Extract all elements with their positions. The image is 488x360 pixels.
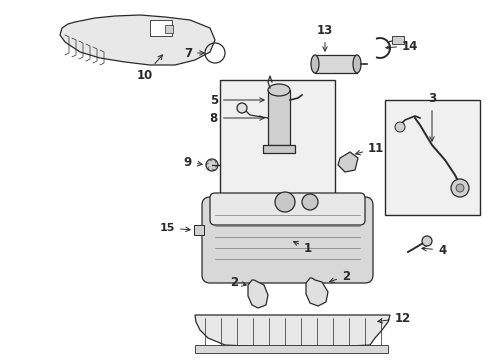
Circle shape bbox=[274, 192, 294, 212]
FancyBboxPatch shape bbox=[209, 193, 364, 225]
Circle shape bbox=[450, 179, 468, 197]
Bar bbox=[195, 345, 387, 353]
Ellipse shape bbox=[310, 55, 318, 73]
Bar bbox=[267, 90, 289, 145]
FancyBboxPatch shape bbox=[202, 197, 372, 283]
Circle shape bbox=[237, 103, 246, 113]
Polygon shape bbox=[305, 278, 327, 306]
Text: 7: 7 bbox=[183, 46, 203, 59]
Text: 5: 5 bbox=[209, 94, 264, 107]
Text: 4: 4 bbox=[421, 243, 446, 257]
Bar bbox=[384, 100, 479, 215]
Text: 8: 8 bbox=[209, 112, 264, 125]
Bar bbox=[391, 36, 403, 44]
Text: 11: 11 bbox=[355, 141, 384, 155]
Bar bbox=[150, 20, 172, 36]
Bar bbox=[164, 25, 173, 33]
Ellipse shape bbox=[267, 84, 289, 96]
Polygon shape bbox=[337, 152, 357, 172]
Polygon shape bbox=[60, 15, 215, 65]
Bar bbox=[194, 225, 203, 235]
Bar bbox=[220, 80, 334, 195]
Text: 13: 13 bbox=[316, 24, 332, 51]
Text: 15: 15 bbox=[159, 223, 190, 233]
Text: 9: 9 bbox=[183, 156, 202, 168]
Ellipse shape bbox=[352, 55, 360, 73]
Text: 1: 1 bbox=[293, 241, 311, 255]
Circle shape bbox=[302, 194, 317, 210]
Text: 10: 10 bbox=[137, 55, 162, 81]
Text: 12: 12 bbox=[377, 311, 410, 324]
Text: 2: 2 bbox=[329, 270, 349, 283]
Text: 2: 2 bbox=[229, 275, 246, 288]
Circle shape bbox=[455, 184, 463, 192]
Circle shape bbox=[421, 236, 431, 246]
Bar bbox=[314, 55, 356, 73]
Circle shape bbox=[394, 122, 404, 132]
Circle shape bbox=[205, 159, 218, 171]
Text: 6: 6 bbox=[216, 198, 237, 212]
Text: 14: 14 bbox=[385, 40, 418, 53]
Text: 3: 3 bbox=[427, 92, 435, 141]
Bar bbox=[263, 145, 294, 153]
Polygon shape bbox=[247, 280, 267, 308]
Polygon shape bbox=[195, 315, 389, 348]
